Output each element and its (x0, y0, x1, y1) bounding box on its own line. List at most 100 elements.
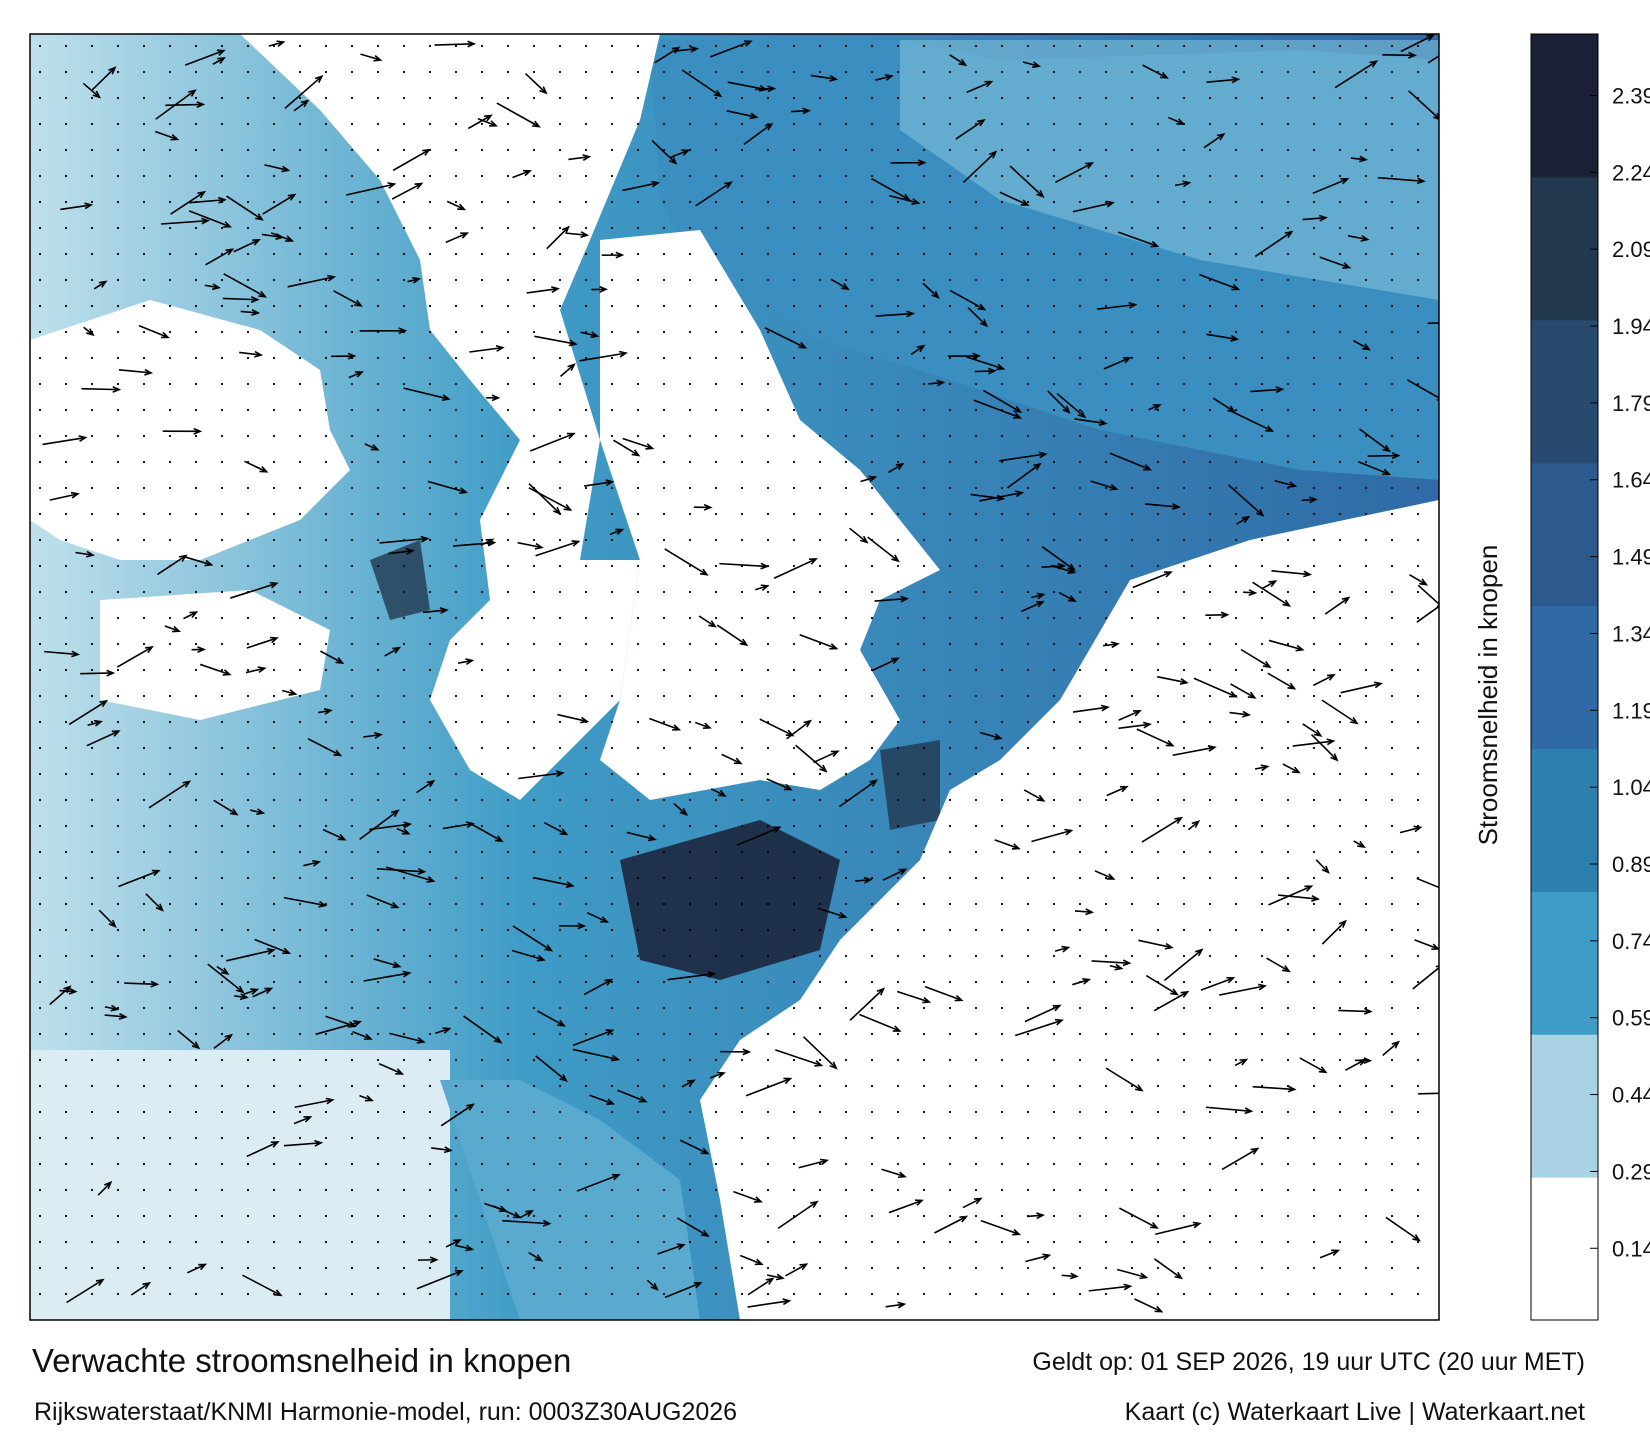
current-arrow (1219, 983, 1268, 996)
grid-dot (506, 408, 510, 412)
grid-dot (974, 1292, 978, 1296)
grid-dot (454, 850, 458, 854)
grid-dot (168, 850, 172, 854)
grid-dot (1286, 226, 1290, 230)
current-arrow (230, 581, 279, 599)
current-arrow (186, 1263, 208, 1274)
grid-dot (194, 1240, 198, 1244)
grid-dot (1000, 1292, 1004, 1296)
grid-dot (818, 590, 822, 594)
current-arrow (1359, 428, 1392, 453)
grid-dot (1078, 200, 1082, 204)
grid-dot (1078, 720, 1082, 724)
grid-dot (584, 278, 588, 282)
grid-dot (636, 486, 640, 490)
current-arrow (189, 196, 227, 204)
grid-dot (1338, 1058, 1342, 1062)
grid-dot (1234, 642, 1238, 646)
sea-shallow (900, 40, 1439, 300)
grid-dot (818, 486, 822, 490)
grid-dot (1156, 330, 1160, 334)
grid-dot (272, 1214, 276, 1218)
grid-dot (350, 408, 354, 412)
grid-dot (246, 798, 250, 802)
grid-dot (168, 824, 172, 828)
grid-dot (636, 1084, 640, 1088)
grid-dot (1156, 902, 1160, 906)
grid-dot (740, 408, 744, 412)
current-arrow (322, 828, 347, 841)
grid-dot (532, 564, 536, 568)
current-arrow (81, 386, 122, 393)
grid-dot (1234, 512, 1238, 516)
grid-dot (324, 928, 328, 932)
grid-dot (1026, 954, 1030, 958)
current-arrow (572, 1048, 621, 1062)
grid-dot (142, 1188, 146, 1192)
colorbar-band (1531, 605, 1598, 749)
grid-dot (558, 642, 562, 646)
grid-dot (1338, 564, 1342, 568)
grid-dot (506, 720, 510, 724)
grid-dot (1078, 382, 1082, 386)
grid-dot (350, 1110, 354, 1114)
grid-dot (350, 1292, 354, 1296)
grid-dot (116, 1188, 120, 1192)
grid-dot (324, 382, 328, 386)
grid-dot (766, 486, 770, 490)
grid-dot (688, 1162, 692, 1166)
grid-dot (688, 694, 692, 698)
current-arrow (709, 40, 753, 58)
grid-dot (324, 330, 328, 334)
grid-dot (1182, 980, 1186, 984)
grid-dot (948, 356, 952, 360)
grid-dot (792, 304, 796, 308)
grid-dot (1104, 304, 1108, 308)
grid-dot (714, 512, 718, 516)
grid-dot (610, 642, 614, 646)
grid-dot (532, 278, 536, 282)
grid-dot (1390, 434, 1394, 438)
grid-dot (974, 44, 978, 48)
current-arrow (446, 200, 467, 211)
grid-dot (116, 174, 120, 178)
grid-dot (64, 356, 68, 360)
grid-dot (740, 1032, 744, 1036)
grid-dot (1234, 954, 1238, 958)
grid-dot (558, 96, 562, 100)
grid-dot (870, 486, 874, 490)
grid-dot (480, 1292, 484, 1296)
grid-dot (64, 954, 68, 958)
grid-dot (688, 876, 692, 880)
grid-dot (1078, 694, 1082, 698)
grid-dot (922, 330, 926, 334)
grid-dot (272, 1032, 276, 1036)
grid-dot (1416, 408, 1420, 412)
grid-dot (402, 564, 406, 568)
grid-dot (1286, 642, 1290, 646)
grid-dot (662, 122, 666, 126)
grid-dot (714, 1292, 718, 1296)
grid-dot (38, 44, 42, 48)
grid-dot (376, 356, 380, 360)
grid-dot (636, 850, 640, 854)
grid-dot (974, 1266, 978, 1270)
grid-dot (636, 330, 640, 334)
current-arrow (1109, 963, 1124, 971)
grid-dot (350, 382, 354, 386)
grid-dot (1026, 850, 1030, 854)
grid-dot (558, 954, 562, 958)
grid-dot (1104, 746, 1108, 750)
grid-dot (688, 174, 692, 178)
grid-dot (220, 382, 224, 386)
grid-dot (1338, 96, 1342, 100)
grid-dot (636, 876, 640, 880)
grid-dot (506, 590, 510, 594)
grid-dot (1364, 1240, 1368, 1244)
current-arrow (999, 451, 1048, 462)
grid-dot (1416, 772, 1420, 776)
grid-dot (298, 1162, 302, 1166)
grid-dot (922, 356, 926, 360)
grid-dot (38, 616, 42, 620)
grid-dot (506, 278, 510, 282)
